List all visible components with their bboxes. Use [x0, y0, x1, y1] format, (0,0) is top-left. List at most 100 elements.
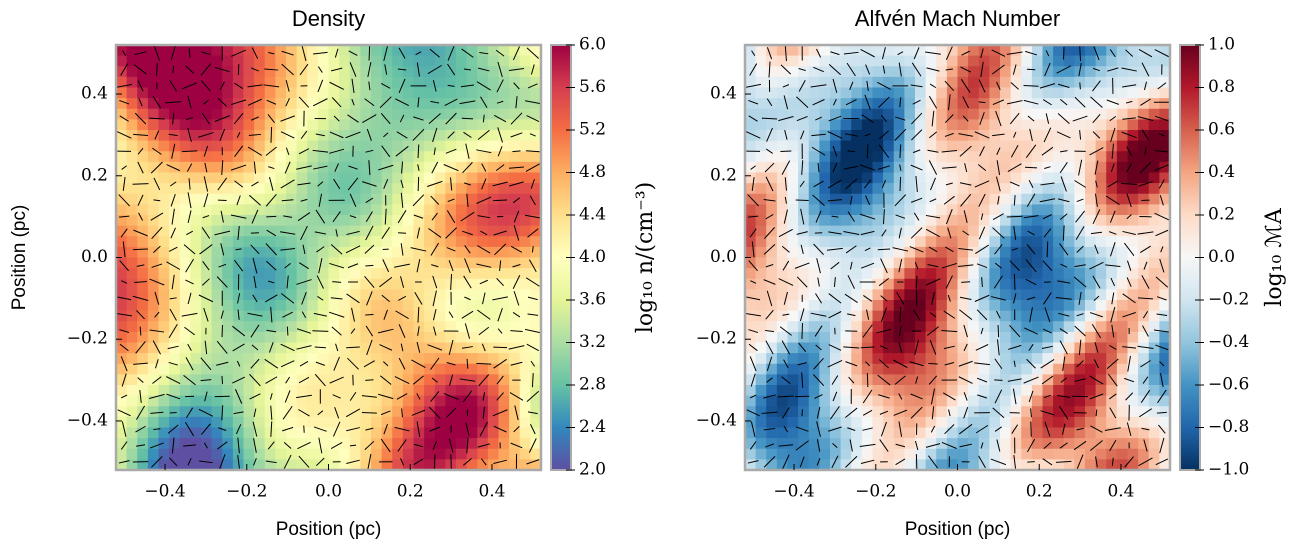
- field-cell: [254, 332, 265, 343]
- field-cell: [915, 236, 926, 247]
- field-cell: [883, 364, 894, 375]
- field-cell: [968, 343, 979, 354]
- field-cell: [350, 77, 361, 88]
- field-cell: [116, 332, 127, 343]
- field-cell: [873, 438, 884, 449]
- field-cell: [1011, 173, 1022, 184]
- field-cell: [275, 417, 286, 428]
- field-cell: [445, 204, 456, 215]
- y-tick-label: −0.4: [67, 410, 108, 430]
- field-cell: [862, 247, 873, 258]
- field-cell: [1000, 56, 1011, 67]
- field-cell: [127, 194, 138, 205]
- field-cell: [873, 151, 884, 162]
- field-cell: [159, 268, 170, 279]
- field-cell: [1128, 56, 1139, 67]
- field-cell: [382, 130, 393, 141]
- field-cell: [275, 258, 286, 269]
- field-cell: [947, 396, 958, 407]
- field-cell: [1032, 56, 1043, 67]
- field-cell: [414, 449, 425, 460]
- field-cell: [350, 98, 361, 109]
- field-cell: [947, 332, 958, 343]
- field-cell: [371, 332, 382, 343]
- field-arrow: [189, 49, 190, 58]
- field-cell: [456, 438, 467, 449]
- field-cell: [329, 247, 340, 258]
- field-cell: [159, 438, 170, 449]
- field-cell: [926, 130, 937, 141]
- field-cell: [873, 343, 884, 354]
- field-cell: [190, 247, 201, 258]
- field-cell: [1138, 173, 1149, 184]
- field-cell: [819, 88, 830, 99]
- field-cell: [745, 119, 756, 130]
- field-cell: [947, 428, 958, 439]
- field-cell: [190, 321, 201, 332]
- field-cell: [1117, 151, 1128, 162]
- field-cell: [798, 194, 809, 205]
- field-cell: [467, 77, 478, 88]
- field-cell: [915, 247, 926, 258]
- field-cell: [339, 385, 350, 396]
- field-cell: [339, 88, 350, 99]
- field-cell: [520, 77, 531, 88]
- field-cell: [254, 374, 265, 385]
- field-cell: [456, 173, 467, 184]
- field-cell: [915, 332, 926, 343]
- field-cell: [371, 204, 382, 215]
- field-cell: [201, 98, 212, 109]
- field-cell: [936, 364, 947, 375]
- field-cell: [947, 268, 958, 279]
- field-cell: [499, 406, 510, 417]
- field-cell: [936, 151, 947, 162]
- field-cell: [329, 56, 340, 67]
- field-cell: [1085, 385, 1096, 396]
- field-cell: [297, 247, 308, 258]
- field-cell: [382, 183, 393, 194]
- field-cell: [244, 268, 255, 279]
- field-cell: [851, 183, 862, 194]
- field-cell: [477, 183, 488, 194]
- field-cell: [873, 247, 884, 258]
- field-cell: [830, 258, 841, 269]
- field-cell: [371, 364, 382, 375]
- field-cell: [819, 449, 830, 460]
- field-cell: [286, 343, 297, 354]
- field-cell: [904, 88, 915, 99]
- field-cell: [1000, 449, 1011, 460]
- field-cell: [968, 321, 979, 332]
- field-cell: [180, 56, 191, 67]
- field-cell: [509, 406, 520, 417]
- field-cell: [414, 364, 425, 375]
- field-cell: [862, 353, 873, 364]
- field-cell: [169, 183, 180, 194]
- field-cell: [1043, 449, 1054, 460]
- field-cell: [509, 204, 520, 215]
- field-cell: [212, 385, 223, 396]
- field-cell: [403, 247, 414, 258]
- field-cell: [244, 151, 255, 162]
- field-cell: [286, 449, 297, 460]
- field-cell: [456, 396, 467, 407]
- field-cell: [1064, 141, 1075, 152]
- field-cell: [968, 258, 979, 269]
- field-cell: [1021, 183, 1032, 194]
- field-cell: [915, 396, 926, 407]
- field-cell: [297, 119, 308, 130]
- field-cell: [851, 268, 862, 279]
- field-cell: [841, 151, 852, 162]
- field-cell: [180, 204, 191, 215]
- field-cell: [127, 332, 138, 343]
- field-cell: [350, 151, 361, 162]
- field-cell: [1149, 374, 1160, 385]
- field-cell: [841, 77, 852, 88]
- field-cell: [265, 66, 276, 77]
- field-cell: [435, 130, 446, 141]
- field-cell: [968, 311, 979, 322]
- field-cell: [499, 45, 510, 56]
- field-cell: [1096, 406, 1107, 417]
- field-cell: [1074, 364, 1085, 375]
- field-cell: [116, 162, 127, 173]
- field-cell: [212, 226, 223, 237]
